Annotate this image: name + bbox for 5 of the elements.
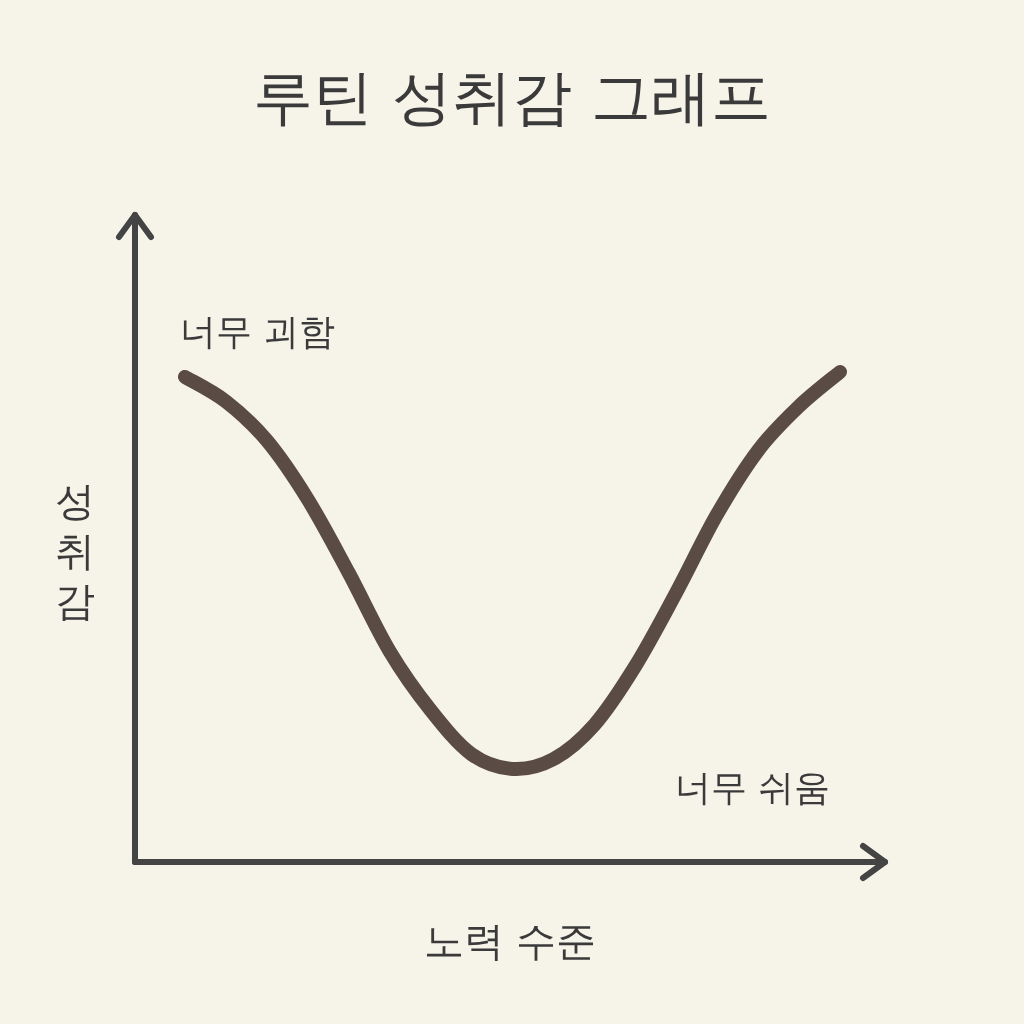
chart-title: 루틴 성취감 그래프 — [252, 62, 772, 132]
x-axis-title: 노력 수준 — [423, 918, 597, 964]
y-axis-title: 성취감 — [55, 478, 95, 624]
text: 너무 괴함 — [180, 310, 336, 352]
annotation: 너무 쉬움 — [674, 767, 830, 808]
